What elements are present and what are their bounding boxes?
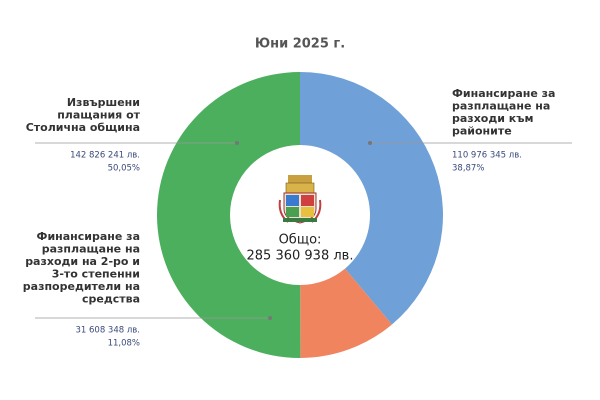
segment-label: разпоредители на [23,280,140,293]
percent-label: 50,05% [108,164,140,174]
segment-label: Финансиране за [37,230,140,243]
donut-segment [300,268,392,358]
amount-label: 110 976 345 лв. [452,151,522,161]
amount-label: 31 608 348 лв. [75,326,140,336]
donut-segment [156,72,301,358]
coat-of-arms [278,175,322,224]
leader-dot [235,141,239,145]
segment-label: 3-то степенни [52,268,140,281]
segment-label: разплащане на [42,243,140,256]
segment-label: разходи на 2-ро и [25,255,140,268]
percent-label: 11,08% [108,339,140,349]
total-caption: Общо: [279,233,322,248]
total: 285 360 938 лв. [247,249,354,264]
segment-label: разходи към [452,112,534,125]
segment-label: разплащане на [452,100,550,113]
donut [156,72,443,358]
segment-label: Финансиране за [452,87,555,100]
amount-label: 142 826 241 лв. [70,151,140,161]
donut-segment [300,72,443,325]
segment-label: Столична община [26,121,140,134]
segment-label: Извършени [67,96,140,109]
segment-label: плащания от [57,109,140,122]
leader-dot [368,141,372,145]
segment-label: средства [82,293,140,306]
segment-label: районите [452,125,512,138]
chart-title: Юни 2025 г. [255,37,345,52]
percent-label: 38,87% [452,164,484,174]
leader-dot [268,316,272,320]
